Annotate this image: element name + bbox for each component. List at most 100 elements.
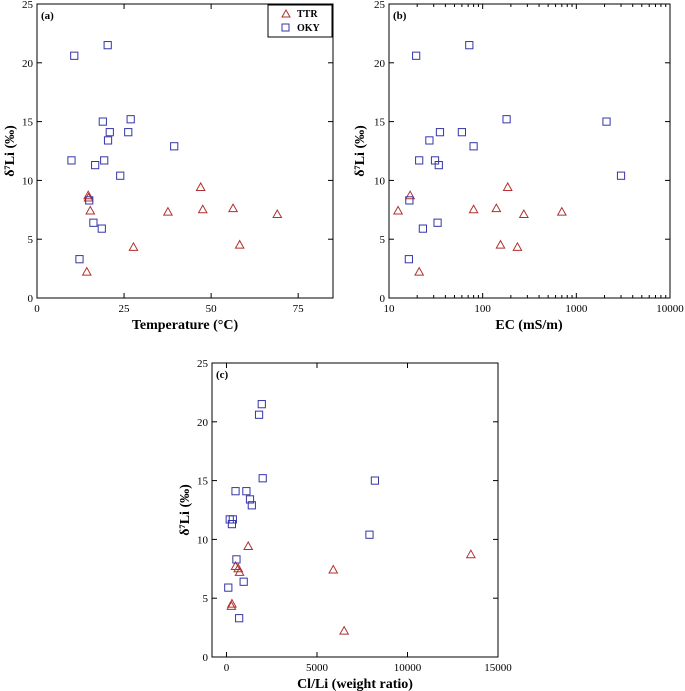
panel-b-ttr-point xyxy=(502,181,513,191)
panel-b-ytick-label: 5 xyxy=(380,234,386,246)
panel-a-ytick-label: 25 xyxy=(22,0,34,11)
panel-a-oky-point xyxy=(70,51,79,60)
panel-b-oky-point xyxy=(457,128,466,137)
panel-b-oky-point xyxy=(502,115,511,124)
panel-a-oky-point xyxy=(126,115,135,124)
panel-c-points xyxy=(224,400,476,635)
panel-c-label: (c) xyxy=(216,369,229,381)
panel-c-ytick-label: 5 xyxy=(203,593,209,605)
panel-a-ytick-label: 0 xyxy=(28,293,34,305)
panel-a-oky-point xyxy=(103,136,113,145)
panel-a-oky-point xyxy=(98,117,107,126)
panel-a-xtick-label: 50 xyxy=(206,303,218,315)
panel-c-oky-point xyxy=(254,410,264,419)
panel-b-ytick-label: 10 xyxy=(374,175,386,187)
panel-a-ytick-label: 15 xyxy=(22,117,34,129)
panel-a-oky-point xyxy=(91,161,100,170)
panel-b-ttr-point xyxy=(495,239,506,249)
panel-b-ytick-label: 15 xyxy=(374,117,386,129)
panel-a-ticks: 0 25 50 75 0 5 10 15 20 25 xyxy=(22,0,333,315)
panel-a-ttr-point xyxy=(228,203,239,213)
panel-b-ytick-label: 0 xyxy=(380,293,386,305)
panel-b-oky-point xyxy=(465,41,474,50)
panel-c-ttr-point xyxy=(233,563,244,573)
panel-c-ttr-point xyxy=(226,598,237,608)
panel-c-ttr-point xyxy=(243,540,254,550)
panel-c-ytick-label: 15 xyxy=(197,476,209,488)
panel-c-oky-point xyxy=(232,555,241,564)
panel-c-oky-point xyxy=(247,501,256,510)
panel-c-xtick-label: 0 xyxy=(224,662,230,674)
panel-c-oky-point xyxy=(258,474,267,483)
panel-a-oky-point xyxy=(89,218,98,227)
panel-a-xtick-label: 75 xyxy=(293,303,305,315)
panel-c-oky-point xyxy=(239,577,248,586)
panel-c-xtick-label: 10000 xyxy=(394,662,422,674)
panel-b-oky-point xyxy=(404,255,413,264)
panel-b-frame xyxy=(388,3,671,299)
panel-a-oky-point xyxy=(75,255,84,264)
panel-a-ytick-label: 20 xyxy=(22,58,34,70)
panel-b-ttr-point xyxy=(518,208,529,219)
legend: TTR OKY xyxy=(267,4,333,38)
panel-c-oky-point xyxy=(370,476,380,485)
panel-c-oky-point xyxy=(365,530,374,539)
panel-b-xtick-label: 1000 xyxy=(565,303,588,315)
panel-c-xtick-label: 15000 xyxy=(484,662,512,674)
legend-ttr-label: TTR xyxy=(297,9,318,20)
panel-a-ylabel: δ⁷Li (‰) xyxy=(3,125,18,177)
panel-a-label: (a) xyxy=(41,10,54,22)
panel-b-ttr-point xyxy=(512,241,523,251)
panel-a-oky-point xyxy=(85,196,94,205)
panel-a-frame xyxy=(36,3,334,299)
panel-b-oky-point xyxy=(469,142,478,151)
panel-c-xtick-label: 5000 xyxy=(306,662,329,674)
panel-b-ttr-point xyxy=(491,203,502,213)
panel-a-ytick-label: 10 xyxy=(22,175,34,187)
panel-a-oky-point xyxy=(124,128,133,137)
panel-c-oky-point xyxy=(231,487,240,496)
panel-b-xtick-label: 10000 xyxy=(656,303,684,315)
panel-b-oky-point xyxy=(433,218,442,227)
panel-b-oky-point xyxy=(425,136,434,145)
legend-box xyxy=(267,4,333,38)
panel-c-ytick-label: 25 xyxy=(197,358,209,370)
panel-a-xtick-label: 0 xyxy=(34,303,40,315)
panel-c-oky-point xyxy=(245,495,255,504)
panel-b-label: (b) xyxy=(393,10,407,22)
panel-a-ttr-point xyxy=(128,241,139,251)
panel-a-xtick-label: 25 xyxy=(119,303,131,315)
panel-c-oky-point xyxy=(257,400,266,409)
panel-c-ttr-point xyxy=(328,564,339,574)
panel-c-oky-point xyxy=(228,515,237,524)
panel-b-ytick-label: 20 xyxy=(374,58,386,70)
panel-b-oky-point xyxy=(412,51,421,60)
panel-b-oky-point xyxy=(418,224,427,233)
panel-c-ttr-point xyxy=(226,600,237,610)
panel-c-oky-point xyxy=(235,614,244,623)
panel-a-ttr-point xyxy=(85,205,96,215)
panel-b-ttr-point xyxy=(393,205,404,215)
panel-b-xtick-label: 10 xyxy=(384,303,396,315)
panel-b: (b) 10 100 1000 10000 0 5 10 15 20 25 EC (mS/m) δ… xyxy=(353,0,684,333)
panel-a-xlabel: Temperature (°C) xyxy=(132,318,239,333)
panel-b-ttr-point xyxy=(556,206,567,216)
panel-c: (c) 0 5000 10000 15000 0 5 10 15 20 25 Cl/Li (wei… xyxy=(178,358,512,691)
panel-b-oky-point xyxy=(405,196,414,205)
panel-a-ttr-point xyxy=(83,190,94,200)
panel-c-ttr-point xyxy=(465,549,476,559)
panel-c-frame xyxy=(211,362,499,658)
panel-c-oky-point xyxy=(224,583,233,592)
panel-a-oky-point xyxy=(103,41,112,50)
panel-b-xtick-label: 100 xyxy=(474,303,491,315)
legend-oky-label: OKY xyxy=(297,23,321,34)
panel-b-xlabel: EC (mS/m) xyxy=(495,318,563,333)
legend-ttr-marker xyxy=(281,8,291,18)
panel-b-ttr-point xyxy=(414,266,425,276)
panel-c-ttr-point xyxy=(234,566,245,576)
panel-c-ytick-label: 20 xyxy=(197,417,209,429)
panel-a-ttr-point xyxy=(272,208,283,219)
panel-c-ttr-point xyxy=(339,625,350,635)
panel-a-points xyxy=(67,41,283,276)
